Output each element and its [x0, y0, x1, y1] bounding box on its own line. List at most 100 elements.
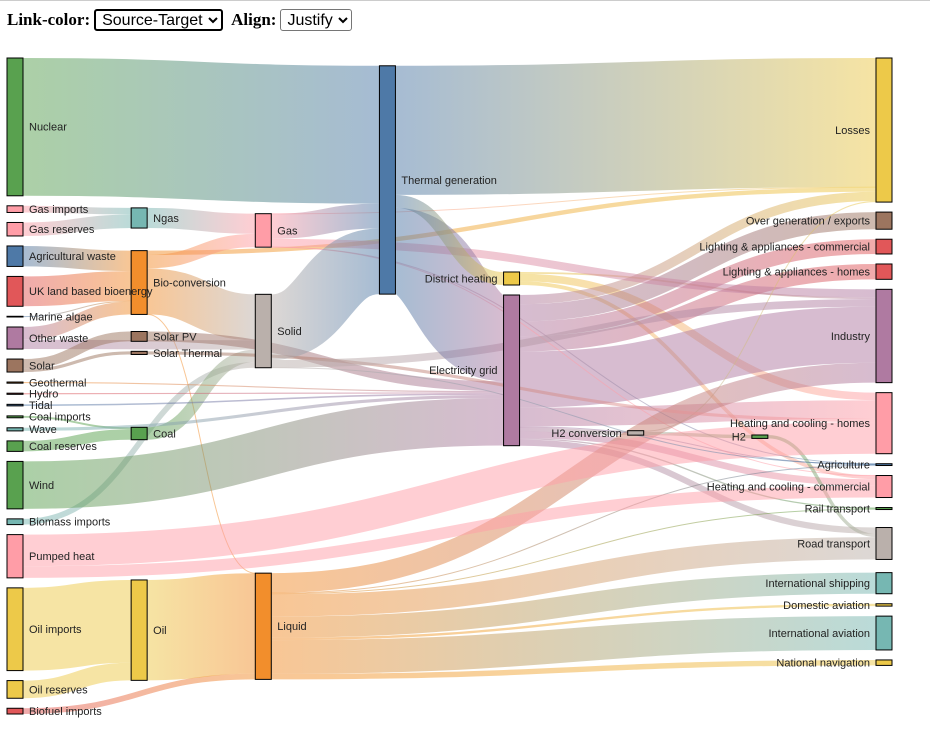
- link: [519, 212, 877, 322]
- node-label: Pumped heat: [29, 551, 94, 563]
- node-label: Over generation / exports: [746, 216, 871, 228]
- link: [22, 331, 132, 369]
- node: [875, 572, 893, 595]
- link: [22, 245, 132, 272]
- node: [875, 392, 893, 455]
- node-label: Solar PV: [153, 331, 197, 343]
- node-label: Road transport: [797, 538, 870, 550]
- link: [271, 616, 877, 674]
- link: [271, 572, 877, 638]
- node-label: Bio-conversion: [153, 277, 226, 289]
- node: [6, 275, 24, 307]
- node: [6, 415, 24, 419]
- node-label: Wind: [29, 480, 54, 492]
- node: [6, 358, 24, 373]
- align-select[interactable]: Justify: [280, 9, 353, 31]
- node-label: Thermal generation: [401, 175, 496, 187]
- link: [271, 603, 877, 641]
- link: [22, 392, 504, 395]
- link: [146, 349, 256, 440]
- node: [6, 403, 24, 407]
- node-label: Agriculture: [817, 459, 870, 471]
- link: [519, 438, 877, 509]
- node: [6, 315, 24, 318]
- link: [146, 573, 256, 681]
- node-label: Coal reserves: [29, 441, 97, 453]
- node: [875, 288, 893, 384]
- node-label: Ngas: [153, 213, 179, 225]
- node-label: Agricultural waste: [29, 251, 116, 263]
- link: [519, 427, 628, 436]
- node: [130, 350, 148, 355]
- link: [271, 464, 877, 594]
- link: [22, 398, 504, 509]
- link: [22, 351, 132, 373]
- node: [875, 527, 893, 560]
- node: [130, 330, 148, 342]
- node-label: Gas imports: [29, 204, 89, 216]
- node-label: Biofuel imports: [29, 706, 102, 718]
- node-label: Nuclear: [29, 122, 67, 134]
- node-label: Domestic aviation: [783, 600, 870, 612]
- node-label: Hydro: [29, 389, 58, 401]
- node-label: Solid: [277, 326, 301, 338]
- node: [875, 603, 893, 607]
- node: [254, 572, 272, 680]
- node-label: International aviation: [768, 628, 870, 640]
- node-label: Losses: [835, 125, 870, 137]
- node: [6, 221, 24, 237]
- node: [875, 659, 893, 666]
- link: [22, 58, 380, 204]
- node: [751, 434, 769, 439]
- node: [6, 205, 24, 213]
- node-label: National navigation: [776, 658, 870, 670]
- link: [395, 58, 877, 195]
- controls: Link-color: Source-Target Align: Justify: [7, 9, 356, 31]
- node-label: Gas: [277, 225, 298, 237]
- link: [390, 207, 509, 382]
- node-label: Solar Thermal: [153, 348, 222, 360]
- node-label: Rail transport: [805, 503, 870, 515]
- node: [378, 65, 396, 295]
- node: [6, 381, 24, 384]
- node: [627, 430, 645, 436]
- link: [22, 394, 504, 431]
- link-color-label: Link-color:: [7, 10, 91, 29]
- link: [519, 263, 877, 352]
- align-label: Align:: [231, 10, 277, 29]
- node: [130, 207, 148, 229]
- link: [271, 537, 877, 617]
- node-label: H2 conversion: [551, 428, 621, 440]
- node-label: Tidal: [29, 400, 52, 412]
- link: [22, 301, 132, 340]
- node: [254, 293, 272, 369]
- node-label: Electricity grid: [429, 365, 497, 377]
- link: [22, 422, 877, 567]
- node: [6, 518, 24, 526]
- link: [22, 579, 132, 671]
- link: [268, 228, 383, 360]
- link: [22, 429, 132, 452]
- link: [519, 306, 877, 408]
- node: [875, 238, 893, 255]
- node: [875, 615, 893, 651]
- link: [271, 203, 380, 239]
- node: [254, 213, 272, 248]
- node-label: Marine algae: [29, 311, 93, 323]
- link: [394, 194, 505, 286]
- link: [147, 187, 877, 256]
- link: [22, 339, 256, 350]
- node-label: H2: [732, 432, 746, 444]
- node: [503, 271, 521, 286]
- node: [875, 463, 893, 467]
- link: [22, 662, 132, 699]
- node-label: Wave: [29, 424, 57, 436]
- node: [875, 211, 893, 230]
- node-label: Lighting & appliances - homes: [723, 267, 871, 279]
- node-label: Heating and cooling - commercial: [707, 481, 870, 493]
- node-label: Coal imports: [29, 412, 91, 424]
- link: [22, 300, 132, 318]
- link-color-select[interactable]: Source-Target: [94, 9, 224, 31]
- link: [147, 207, 256, 234]
